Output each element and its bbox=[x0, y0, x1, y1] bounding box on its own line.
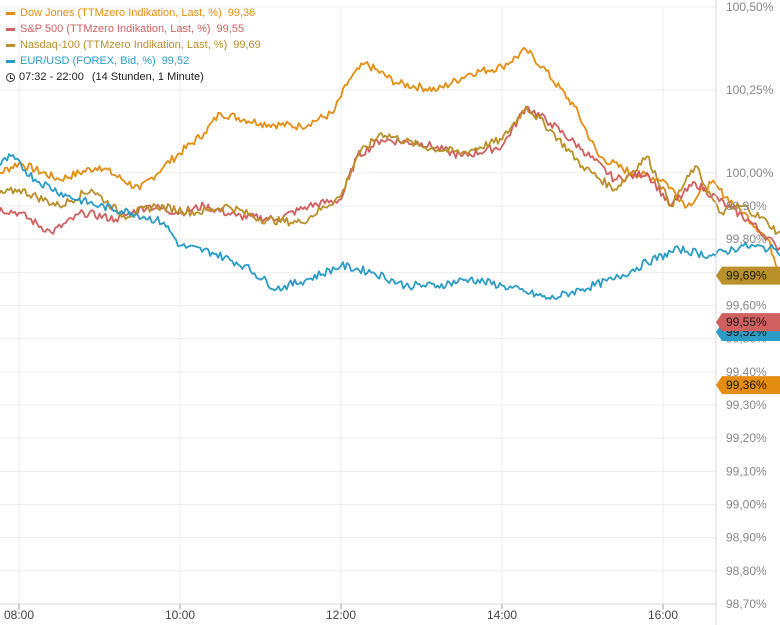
legend-swatch-eurusd bbox=[6, 59, 15, 63]
legend-swatch-sp500 bbox=[6, 27, 15, 31]
legend-item-sp500[interactable]: S&P 500 (TTMzero Indikation, Last, %) 99… bbox=[6, 21, 261, 37]
end-label-text: 99,69% bbox=[726, 269, 767, 283]
x-tick-label: 12:00 bbox=[326, 608, 356, 622]
legend: Dow Jones (TTMzero Indikation, Last, %) … bbox=[6, 5, 261, 85]
y-tick-label: 98,70% bbox=[726, 597, 767, 611]
end-label-2: 99,69% bbox=[716, 266, 780, 285]
legend-item-nasdaq[interactable]: Nasdaq-100 (TTMzero Indikation, Last, %)… bbox=[6, 37, 261, 53]
time-range-row: 07:32 - 22:00 (14 Stunden, 1 Minute) bbox=[6, 69, 261, 85]
y-tick-label: 99,80% bbox=[726, 232, 767, 246]
series-line-2 bbox=[0, 105, 780, 235]
y-tick-label: 99,90% bbox=[726, 199, 767, 213]
legend-label-nasdaq: Nasdaq-100 (TTMzero Indikation, Last, %) bbox=[20, 39, 228, 51]
y-tick-label: 100,50% bbox=[726, 0, 774, 14]
y-tick-label: 99,30% bbox=[726, 398, 767, 412]
x-tick-label: 16:00 bbox=[648, 608, 678, 622]
series-line-0 bbox=[0, 46, 780, 278]
end-label-tag bbox=[716, 376, 780, 395]
legend-swatch-dow-jones bbox=[6, 11, 15, 15]
end-label-text: 99,55% bbox=[726, 315, 767, 329]
series-layer bbox=[0, 46, 780, 300]
time-span: (14 Stunden, 1 Minute) bbox=[91, 71, 204, 83]
x-tick-label: 14:00 bbox=[487, 608, 517, 622]
y-tick-label: 100,25% bbox=[726, 83, 774, 97]
y-tick-label: 98,90% bbox=[726, 531, 767, 545]
end-label-0: 99,36% bbox=[716, 376, 780, 395]
legend-value-sp500: 99,55 bbox=[216, 23, 245, 35]
legend-swatch-nasdaq bbox=[6, 43, 15, 47]
y-tick-label: 100,00% bbox=[726, 166, 774, 180]
y-tick-label: 99,60% bbox=[726, 299, 767, 313]
time-range: 07:32 - 22:00 bbox=[19, 71, 84, 83]
x-tick-label: 10:00 bbox=[165, 608, 195, 622]
grid bbox=[0, 6, 716, 605]
y-tick-label: 99,40% bbox=[726, 365, 767, 379]
end-label-text: 99,36% bbox=[726, 378, 767, 392]
y-tick-label: 99,10% bbox=[726, 464, 767, 478]
legend-value-nasdaq: 99,69 bbox=[233, 39, 261, 51]
legend-label-eurusd: EUR/USD (FOREX, Bid, %) bbox=[20, 55, 156, 67]
legend-value-dow-jones: 99,36 bbox=[227, 7, 256, 19]
series-line-3 bbox=[0, 153, 780, 300]
y-tick-label: 98,80% bbox=[726, 564, 767, 578]
legend-item-dow-jones[interactable]: Dow Jones (TTMzero Indikation, Last, %) … bbox=[6, 5, 261, 21]
legend-label-sp500: S&P 500 (TTMzero Indikation, Last, %) bbox=[20, 23, 211, 35]
clock-icon bbox=[6, 72, 15, 82]
end-label-tag bbox=[716, 266, 780, 285]
y-tick-label: 99,00% bbox=[726, 498, 767, 512]
x-tick-label: 08:00 bbox=[4, 608, 34, 622]
legend-value-eurusd: 99,52 bbox=[161, 55, 190, 67]
end-label-1: 99,55% bbox=[716, 313, 780, 332]
end-label-tag bbox=[716, 313, 780, 332]
y-tick-label: 99,20% bbox=[726, 431, 767, 445]
series-line-1 bbox=[0, 105, 780, 252]
end-labels: 99,69%99,52%99,55%99,36% bbox=[716, 266, 780, 395]
legend-label-dow-jones: Dow Jones (TTMzero Indikation, Last, %) bbox=[20, 7, 222, 19]
legend-item-eurusd[interactable]: EUR/USD (FOREX, Bid, %) 99,52 bbox=[6, 53, 261, 69]
